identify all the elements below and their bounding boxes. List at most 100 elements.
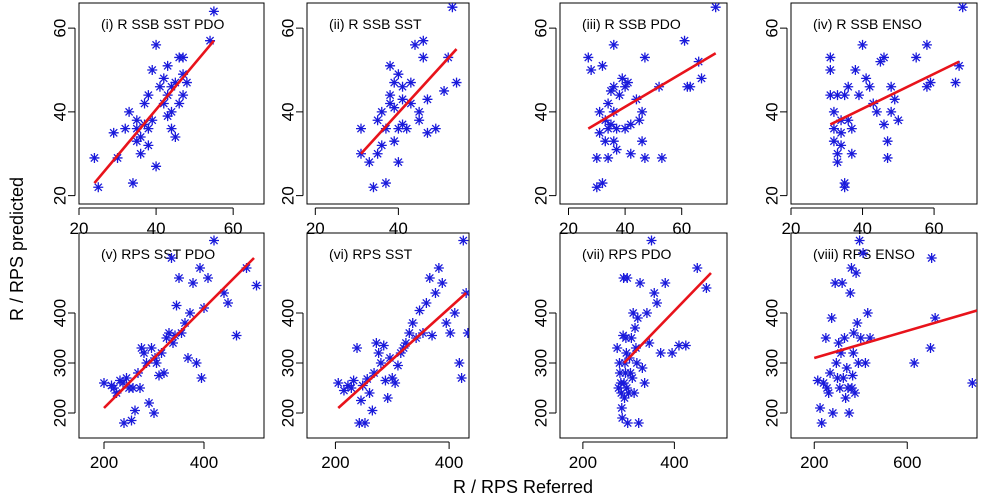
panel-frame [306, 2, 470, 205]
data-point [118, 378, 128, 388]
data-point [372, 148, 383, 159]
x-tick-label: 200 [321, 453, 349, 472]
data-point [846, 383, 857, 393]
data-point [626, 333, 637, 343]
data-point [846, 263, 857, 273]
data-point [390, 378, 401, 388]
data-point [620, 368, 631, 378]
data-point [418, 52, 429, 63]
data-point [162, 60, 173, 71]
data-point [124, 106, 135, 117]
data-point [424, 273, 435, 283]
data-point [136, 343, 147, 353]
points-group [333, 235, 469, 428]
x-tick-label: 20 [559, 219, 578, 238]
data-point [831, 358, 842, 368]
data-point [400, 338, 411, 348]
data-point [445, 328, 456, 338]
data-point [414, 305, 425, 316]
x-tick-label: 40 [853, 219, 872, 238]
data-point [839, 182, 850, 193]
data-point [371, 338, 382, 348]
data-point [352, 343, 363, 353]
y-tick-label: 40 [531, 102, 550, 121]
x-tick-label: 400 [435, 453, 463, 472]
data-point [622, 77, 633, 88]
panel-title: (iv) R SSB ENSO [813, 16, 922, 32]
data-point [710, 3, 721, 13]
data-point [597, 178, 608, 189]
x-tick-label: 600 [893, 453, 921, 472]
data-point [196, 373, 207, 383]
panel-5: (v) RPS SST PDO 200 400 200 300 400 [50, 232, 265, 472]
data-point [147, 115, 158, 126]
data-point [839, 333, 850, 343]
data-point [852, 318, 863, 328]
data-point [825, 90, 836, 101]
data-point [384, 353, 395, 363]
y-tick-label: 20 [50, 186, 69, 205]
data-point [603, 98, 614, 109]
data-point [135, 148, 146, 159]
data-point [692, 263, 703, 273]
data-point [89, 152, 100, 163]
data-point [597, 60, 608, 71]
fit-line [360, 48, 458, 155]
data-point [385, 90, 396, 101]
data-point [437, 278, 448, 288]
y-tick-label: 20 [531, 186, 550, 205]
data-point [600, 136, 611, 147]
data-point [151, 358, 162, 368]
data-point [430, 288, 441, 298]
data-point [162, 111, 173, 122]
data-point [879, 119, 889, 130]
data-point [619, 378, 630, 388]
data-point [333, 378, 344, 388]
data-point [170, 77, 181, 88]
data-point [656, 152, 667, 163]
data-point [195, 263, 205, 273]
data-point [181, 77, 192, 88]
data-point [449, 308, 460, 318]
data-point [967, 378, 977, 388]
data-point [151, 161, 162, 172]
y-tick-label: 200 [278, 399, 297, 427]
data-point [858, 248, 869, 258]
data-point [633, 418, 644, 428]
y-tick-label: 400 [278, 299, 297, 327]
data-point [139, 348, 149, 358]
points-group [356, 3, 462, 193]
data-point [219, 288, 229, 298]
panel-title: (i) R SSB SST PDO [101, 16, 225, 32]
data-point [617, 413, 628, 423]
data-point [456, 373, 467, 383]
data-point [639, 378, 650, 388]
y-axis-label: R / RPS predicted [7, 177, 27, 321]
data-point [354, 418, 365, 428]
data-point [380, 123, 391, 134]
y-tick-label: 300 [50, 349, 69, 377]
data-point [158, 98, 169, 109]
data-point [594, 127, 605, 138]
data-point [843, 115, 854, 126]
data-point [410, 39, 420, 50]
data-point [882, 152, 893, 163]
data-point [861, 73, 872, 84]
data-point [620, 333, 631, 343]
data-point [422, 94, 433, 105]
data-point [178, 90, 189, 101]
data-point [625, 148, 636, 159]
data-point [820, 333, 831, 343]
fit-line [623, 272, 712, 364]
data-point [346, 383, 357, 393]
data-point [911, 52, 922, 63]
data-point [135, 132, 146, 142]
data-point [120, 123, 131, 134]
data-point [833, 338, 844, 348]
y-tick-label: 200 [50, 399, 69, 427]
data-point [414, 106, 425, 117]
data-point [608, 39, 619, 50]
data-point [611, 144, 622, 155]
